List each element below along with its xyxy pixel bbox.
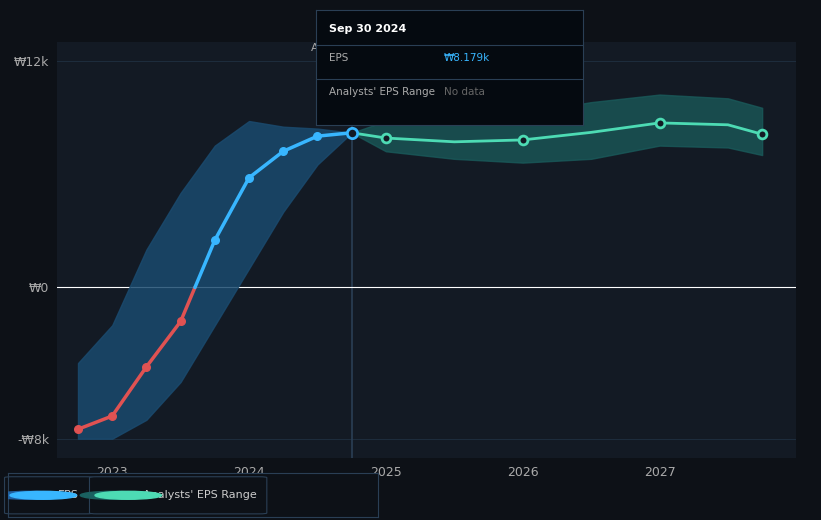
Text: No data: No data xyxy=(444,87,485,97)
Point xyxy=(174,317,187,326)
Point xyxy=(345,128,358,137)
Circle shape xyxy=(0,491,62,499)
Point xyxy=(379,134,392,142)
Text: EPS: EPS xyxy=(58,490,79,500)
Point xyxy=(653,119,666,127)
Point xyxy=(71,425,85,433)
Text: Sep 30 2024: Sep 30 2024 xyxy=(329,24,406,34)
Text: EPS: EPS xyxy=(329,53,349,63)
Circle shape xyxy=(95,491,162,499)
Point xyxy=(242,174,255,182)
Point xyxy=(516,136,530,144)
Point xyxy=(345,128,358,137)
FancyBboxPatch shape xyxy=(4,477,94,514)
Text: Analysts' EPS Range: Analysts' EPS Range xyxy=(329,87,435,97)
Text: Actual: Actual xyxy=(311,43,346,53)
Point xyxy=(311,132,324,140)
Point xyxy=(106,412,119,420)
Circle shape xyxy=(10,491,76,499)
Point xyxy=(277,147,290,155)
Text: Analysts' EPS Range: Analysts' EPS Range xyxy=(143,490,257,500)
Point xyxy=(755,130,768,138)
Point xyxy=(140,362,153,371)
Text: Analysts Forecasts: Analysts Forecasts xyxy=(357,43,461,53)
FancyBboxPatch shape xyxy=(89,477,267,514)
Circle shape xyxy=(80,491,147,499)
Point xyxy=(209,236,222,244)
Text: ₩8.179k: ₩8.179k xyxy=(444,53,490,63)
